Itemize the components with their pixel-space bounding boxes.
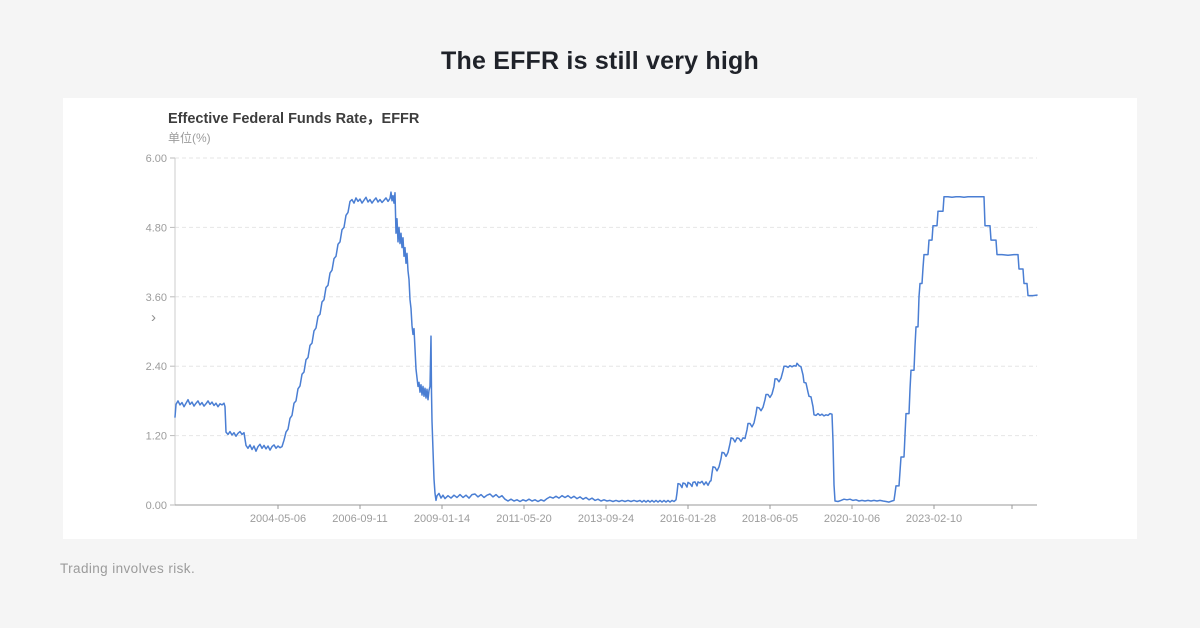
svg-text:0.00: 0.00 bbox=[146, 500, 167, 512]
svg-text:2023-02-10: 2023-02-10 bbox=[906, 513, 962, 525]
axis-labels: 6.00 4.80 3.60 2.40 1.20 0.00 2004-05-06 2006-0… bbox=[146, 153, 963, 525]
chart-unit-label: 单位(%) bbox=[168, 131, 211, 145]
svg-text:6.00: 6.00 bbox=[146, 153, 167, 165]
svg-text:2016-01-28: 2016-01-28 bbox=[660, 513, 716, 525]
chart-card: 6.00 4.80 3.60 2.40 1.20 0.00 2004-05-06 2006-0… bbox=[63, 98, 1137, 539]
disclaimer-text: Trading involves risk. bbox=[60, 561, 196, 576]
gridlines bbox=[175, 157, 1037, 437]
page-title: The EFFR is still very high bbox=[441, 47, 759, 75]
svg-text:2006-09-11: 2006-09-11 bbox=[332, 513, 387, 525]
svg-text:2009-01-14: 2009-01-14 bbox=[414, 513, 470, 525]
chart-title: Effective Federal Funds Rate，EFFR bbox=[168, 111, 420, 127]
svg-text:2004-05-06: 2004-05-06 bbox=[250, 513, 306, 525]
svg-text:2.40: 2.40 bbox=[146, 361, 167, 373]
svg-text:2020-10-06: 2020-10-06 bbox=[824, 513, 880, 525]
svg-text:2011-05-20: 2011-05-20 bbox=[496, 513, 551, 525]
effr-line-chart: 6.00 4.80 3.60 2.40 1.20 0.00 2004-05-06 2006-0… bbox=[146, 153, 1038, 525]
svg-text:3.60: 3.60 bbox=[146, 292, 167, 304]
axes bbox=[170, 157, 1037, 509]
svg-text:2013-09-24: 2013-09-24 bbox=[578, 513, 634, 525]
effr-series-line bbox=[174, 191, 1038, 503]
svg-text:2018-06-05: 2018-06-05 bbox=[742, 513, 798, 525]
svg-text:4.80: 4.80 bbox=[146, 222, 167, 234]
chevron-right-icon[interactable]: › bbox=[151, 309, 156, 326]
svg-text:1.20: 1.20 bbox=[146, 431, 167, 443]
